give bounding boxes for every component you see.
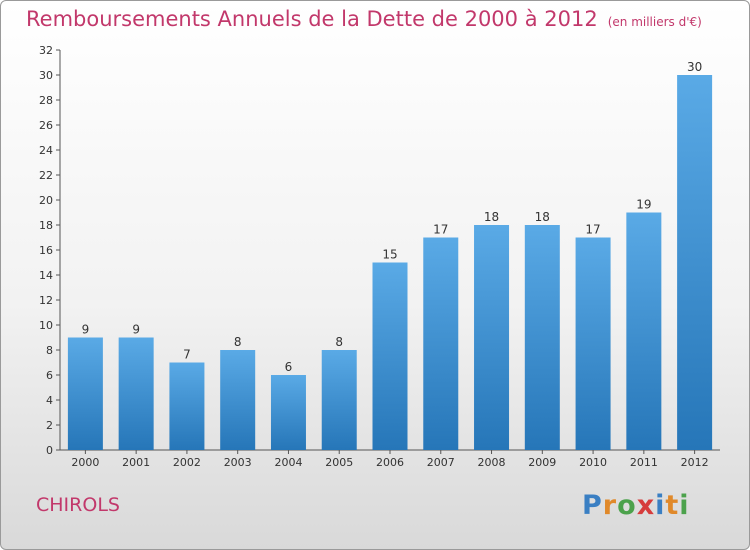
y-tick-label: 32 — [39, 44, 53, 57]
y-tick-label: 14 — [39, 269, 53, 282]
x-tick-label: 2008 — [478, 456, 506, 469]
x-tick-label: 2004 — [274, 456, 302, 469]
bar-2000 — [67, 337, 103, 450]
x-tick-label: 2010 — [579, 456, 607, 469]
x-tick-label: 2012 — [681, 456, 709, 469]
y-tick-label: 18 — [39, 219, 53, 232]
x-tick-label: 2009 — [528, 456, 556, 469]
x-tick-label: 2005 — [325, 456, 353, 469]
bar-2011 — [626, 212, 662, 450]
x-tick-label: 2001 — [122, 456, 150, 469]
data-label: 15 — [382, 248, 397, 262]
data-label: 19 — [636, 198, 651, 212]
data-label: 9 — [82, 323, 90, 337]
y-tick-label: 26 — [39, 119, 53, 132]
y-tick-label: 22 — [39, 169, 53, 182]
bar-2006 — [372, 262, 408, 450]
x-tick-label: 2006 — [376, 456, 404, 469]
y-tick-label: 28 — [39, 94, 53, 107]
y-tick-label: 6 — [46, 369, 53, 382]
bar-2008 — [474, 225, 510, 450]
y-tick-label: 20 — [39, 194, 53, 207]
bar-2007 — [423, 237, 459, 450]
y-tick-label: 24 — [39, 144, 53, 157]
data-label: 18 — [484, 210, 499, 224]
data-label: 6 — [285, 360, 293, 374]
data-label: 18 — [535, 210, 550, 224]
data-label: 8 — [234, 335, 242, 349]
y-tick-label: 12 — [39, 294, 53, 307]
bar-2001 — [118, 337, 154, 450]
x-tick-label: 2002 — [173, 456, 201, 469]
y-tick-label: 10 — [39, 319, 53, 332]
y-tick-label: 16 — [39, 244, 53, 257]
data-label: 8 — [335, 335, 343, 349]
x-tick-label: 2000 — [71, 456, 99, 469]
y-tick-label: 4 — [46, 394, 53, 407]
bar-2009 — [524, 225, 560, 450]
chart-title: Remboursements Annuels de la Dette de 20… — [26, 7, 702, 31]
chart-subtitle: (en milliers d'€) — [607, 15, 702, 29]
chart-bars — [67, 75, 713, 450]
x-tick-label: 2003 — [224, 456, 252, 469]
chart-title-text: Remboursements Annuels de la Dette de 20… — [26, 7, 598, 31]
bar-2002 — [169, 362, 205, 450]
x-tick-label: 2007 — [427, 456, 455, 469]
data-label: 7 — [183, 348, 191, 362]
proxiti-logo: Proxiti — [582, 490, 690, 521]
data-label: 17 — [585, 223, 600, 237]
y-tick-label: 30 — [39, 69, 53, 82]
data-label: 9 — [132, 323, 140, 337]
bar-2010 — [575, 237, 611, 450]
chart-labels: 0246810121416182022242628303220009200192… — [39, 44, 709, 469]
data-label: 17 — [433, 223, 448, 237]
bar-2005 — [321, 350, 357, 450]
bar-2012 — [677, 75, 713, 450]
data-label: 30 — [687, 60, 702, 74]
x-tick-label: 2011 — [630, 456, 658, 469]
y-tick-label: 8 — [46, 344, 53, 357]
y-tick-label: 0 — [46, 444, 53, 457]
bar-2004 — [270, 375, 306, 450]
bar-2003 — [220, 350, 256, 450]
commune-name: CHIROLS — [36, 494, 120, 516]
y-tick-label: 2 — [46, 419, 53, 432]
